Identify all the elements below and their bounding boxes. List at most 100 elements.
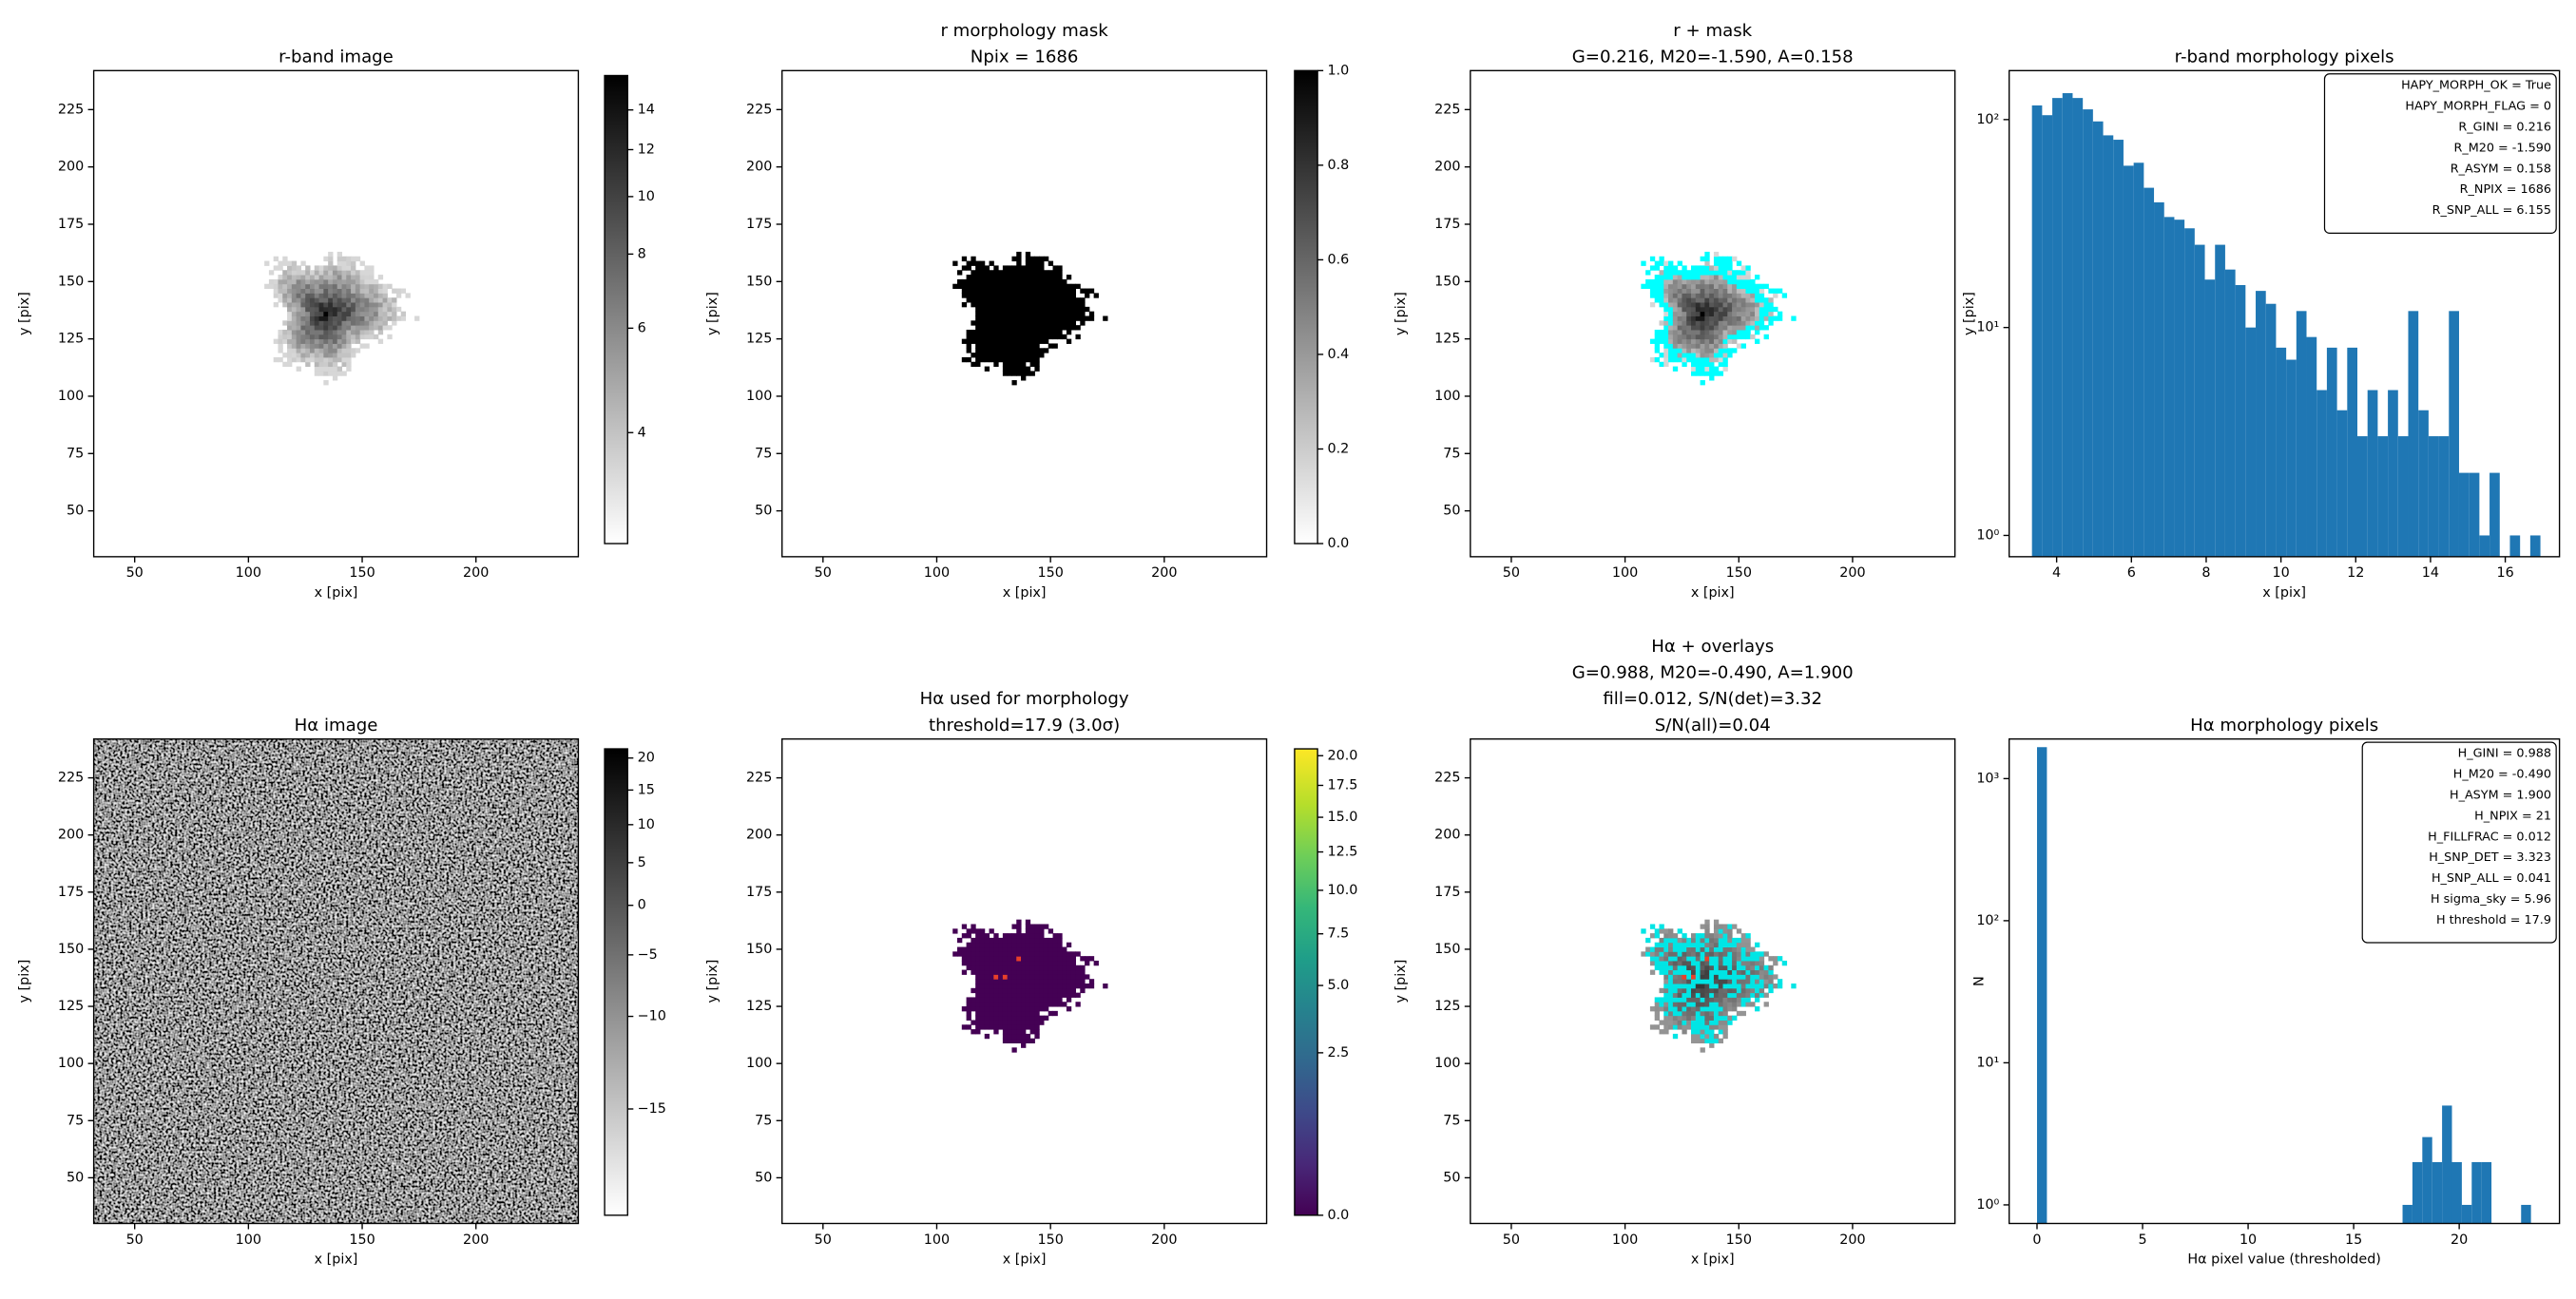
image-pixel bbox=[355, 320, 361, 326]
image-pixel bbox=[1070, 951, 1076, 957]
image-pixel bbox=[993, 329, 999, 335]
image-pixel bbox=[1709, 302, 1715, 308]
image-pixel bbox=[1066, 329, 1072, 335]
image-pixel bbox=[979, 974, 986, 980]
image-pixel bbox=[1709, 1010, 1715, 1017]
image-pixel bbox=[291, 306, 298, 313]
image-pixel bbox=[291, 320, 298, 326]
image-pixel bbox=[355, 338, 361, 344]
image-pixel bbox=[355, 311, 361, 316]
image-pixel bbox=[975, 306, 981, 313]
image-pixel bbox=[1732, 956, 1738, 962]
image-pixel bbox=[332, 275, 338, 280]
image-pixel bbox=[1722, 325, 1728, 331]
image-pixel bbox=[1645, 270, 1651, 276]
image-pixel bbox=[1704, 338, 1710, 344]
image-pixel bbox=[1686, 320, 1692, 326]
image-pixel bbox=[971, 297, 976, 303]
image-pixel bbox=[1034, 979, 1040, 984]
image-pixel bbox=[1791, 315, 1797, 321]
image-pixel bbox=[291, 334, 298, 340]
image-pixel bbox=[1700, 979, 1705, 984]
image-pixel bbox=[1025, 965, 1031, 971]
image-pixel bbox=[975, 946, 981, 952]
image-pixel bbox=[1085, 956, 1090, 962]
image-pixel bbox=[1011, 343, 1017, 349]
image-pixel bbox=[359, 288, 365, 294]
image-pixel bbox=[374, 311, 379, 316]
annotation-line: H_GINI = 0.988 bbox=[2458, 747, 2551, 761]
image-pixel bbox=[1070, 983, 1076, 989]
image-pixel bbox=[1713, 338, 1720, 344]
image-pixel bbox=[979, 297, 986, 303]
image-pixel bbox=[328, 338, 334, 344]
image-pixel bbox=[1677, 302, 1682, 308]
image-pixel bbox=[282, 288, 288, 294]
y-tick-label: 225 bbox=[1434, 771, 1460, 786]
image-pixel bbox=[1677, 325, 1682, 331]
image-pixel bbox=[1727, 302, 1733, 308]
image-pixel bbox=[984, 366, 990, 372]
image-pixel bbox=[1732, 946, 1738, 952]
image-pixel bbox=[328, 278, 334, 285]
image-pixel bbox=[1066, 320, 1072, 326]
image-pixel bbox=[1654, 283, 1661, 290]
image-pixel bbox=[1718, 361, 1724, 368]
image-pixel bbox=[1007, 343, 1012, 349]
image-pixel bbox=[341, 356, 347, 363]
x-tick-label: 200 bbox=[463, 1232, 489, 1248]
image-pixel bbox=[1007, 1020, 1012, 1025]
image-pixel bbox=[341, 297, 347, 303]
image-pixel bbox=[984, 937, 990, 944]
image-pixel bbox=[971, 951, 976, 957]
image-pixel bbox=[374, 302, 379, 308]
image-pixel bbox=[1745, 265, 1751, 271]
image-pixel bbox=[979, 270, 986, 276]
image-pixel bbox=[1727, 275, 1733, 280]
image-pixel bbox=[1048, 325, 1054, 331]
image-pixel bbox=[984, 969, 990, 975]
image-pixel bbox=[305, 265, 311, 271]
image-pixel bbox=[341, 320, 347, 326]
image-pixel bbox=[1002, 306, 1009, 313]
image-pixel bbox=[1677, 353, 1682, 358]
image-pixel bbox=[305, 306, 311, 313]
image-pixel bbox=[336, 338, 343, 344]
image-pixel bbox=[309, 288, 316, 294]
image-pixel bbox=[1029, 924, 1035, 929]
image-pixel bbox=[975, 956, 981, 962]
image-pixel bbox=[351, 256, 356, 262]
image-pixel bbox=[1750, 960, 1756, 966]
image-pixel bbox=[382, 306, 388, 313]
image-pixel bbox=[1677, 343, 1682, 349]
image-pixel bbox=[278, 265, 283, 271]
image-pixel bbox=[1686, 987, 1692, 994]
image-pixel bbox=[351, 334, 356, 340]
image-pixel bbox=[1039, 306, 1045, 313]
image-pixel bbox=[1718, 1024, 1724, 1030]
image-pixel bbox=[1732, 311, 1738, 316]
y-tick-label: 10⁰ bbox=[1976, 527, 1999, 543]
image-pixel bbox=[1745, 942, 1751, 948]
image-pixel bbox=[1002, 265, 1009, 271]
image-pixel bbox=[1690, 937, 1697, 944]
image-pixel bbox=[1713, 924, 1720, 929]
image-pixel bbox=[1016, 951, 1022, 957]
image-pixel bbox=[314, 278, 320, 285]
image-pixel bbox=[1659, 960, 1664, 966]
image-pixel bbox=[1686, 974, 1692, 980]
image-pixel bbox=[1048, 260, 1054, 266]
colorbar-tick-label: 0 bbox=[638, 898, 646, 913]
image-pixel bbox=[282, 275, 288, 280]
image-pixel bbox=[1057, 306, 1063, 313]
image-pixel bbox=[1709, 311, 1715, 316]
image-pixel bbox=[1700, 1020, 1705, 1025]
image-pixel bbox=[1713, 343, 1720, 349]
image-pixel bbox=[1745, 960, 1751, 966]
image-pixel bbox=[1677, 260, 1682, 266]
image-pixel bbox=[305, 270, 311, 276]
image-pixel bbox=[1732, 325, 1738, 331]
image-pixel bbox=[1052, 293, 1058, 298]
image-pixel bbox=[1682, 278, 1687, 285]
image-pixel bbox=[1672, 937, 1679, 944]
